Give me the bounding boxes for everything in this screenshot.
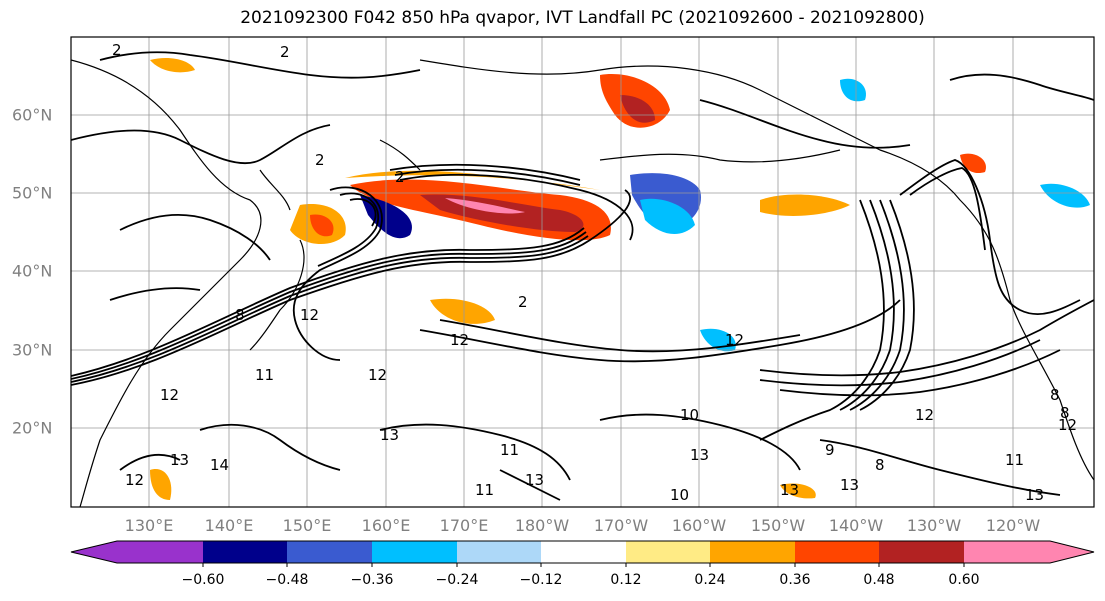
colorbar-segment xyxy=(710,541,795,563)
colorbar-tick-label: 0.60 xyxy=(948,572,979,588)
colorbar-segment xyxy=(795,541,879,563)
colorbar-segment xyxy=(372,541,457,563)
colorbar-segment xyxy=(287,541,372,563)
colorbar-segment xyxy=(879,541,964,563)
colorbar-segment xyxy=(964,541,1050,563)
colorbar-tick-label: 0.24 xyxy=(694,572,725,588)
colorbar-extend-low xyxy=(71,541,117,563)
colorbar-segment xyxy=(626,541,710,563)
colorbar-extend-high xyxy=(1050,541,1094,563)
colorbar-tick-label: −0.60 xyxy=(182,572,225,588)
colorbar-tick-label: 0.12 xyxy=(610,572,641,588)
colorbar-tick-label: −0.12 xyxy=(520,572,563,588)
colorbar-segments xyxy=(71,541,1094,563)
colorbar-tick-label: −0.36 xyxy=(351,572,394,588)
colorbar-tick-label: −0.24 xyxy=(436,572,479,588)
colorbar-tick-label: 0.36 xyxy=(779,572,810,588)
colorbar-tick-label: −0.48 xyxy=(266,572,309,588)
colorbar-tick-label: 0.48 xyxy=(863,572,894,588)
colorbar-segment xyxy=(457,541,541,563)
colorbar-segment xyxy=(117,541,203,563)
colorbar xyxy=(0,0,1105,601)
colorbar-segment xyxy=(541,541,626,563)
colorbar-segment xyxy=(203,541,287,563)
